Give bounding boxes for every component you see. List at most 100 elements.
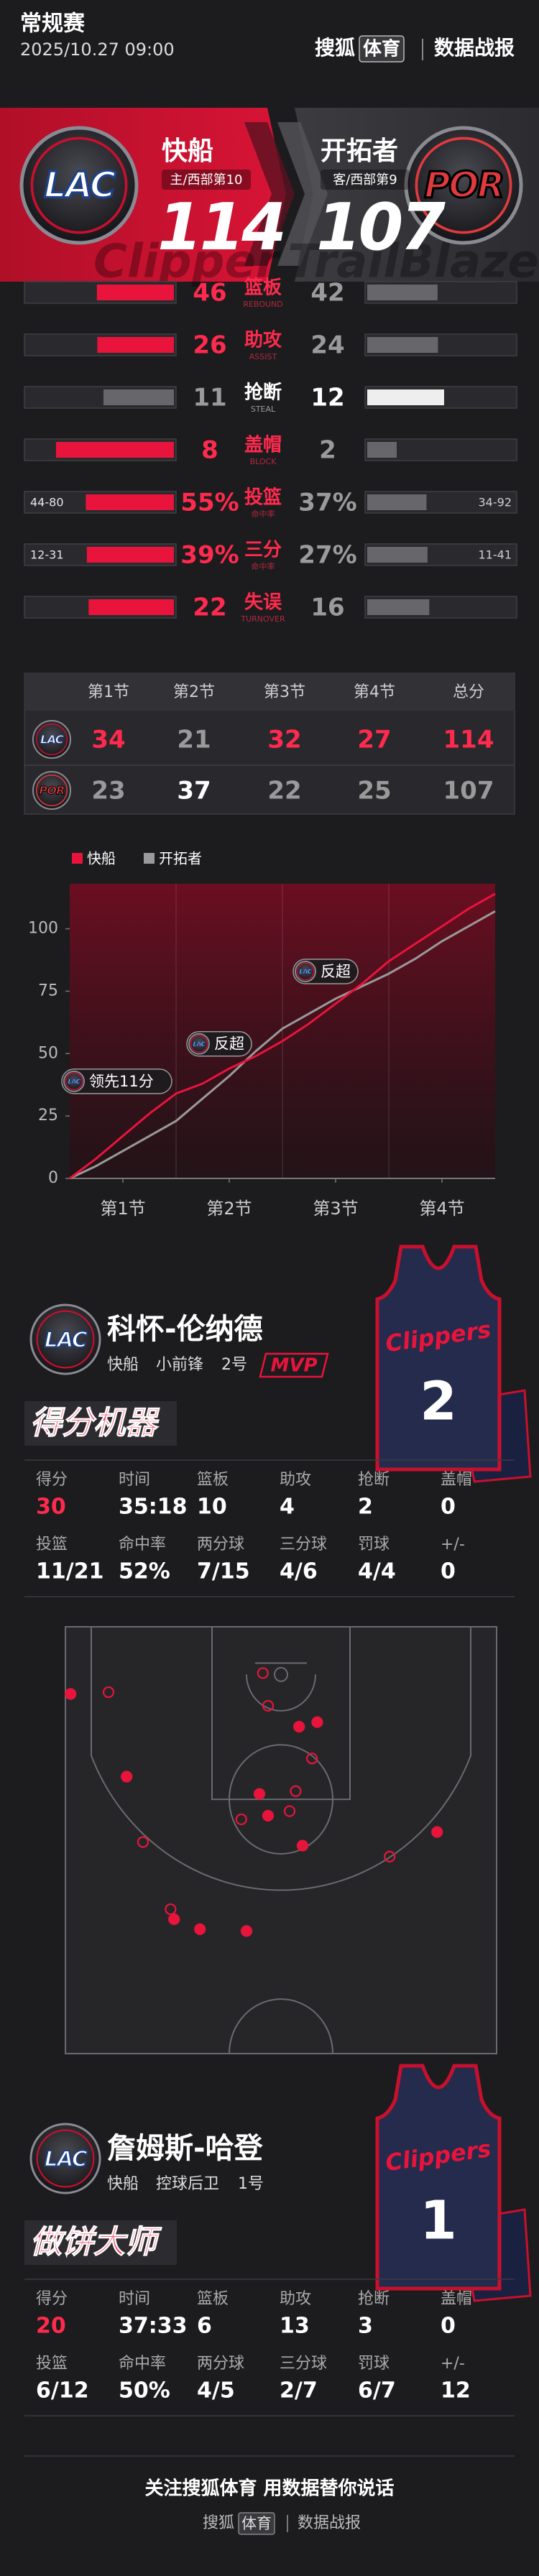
stat-value: 12 [310, 384, 344, 412]
jersey-number: 2 [420, 1371, 457, 1433]
stat-value: 16 [310, 594, 344, 622]
stat-bar [367, 337, 438, 353]
jersey-number: 1 [420, 2190, 457, 2252]
shot-made [121, 1771, 133, 1783]
x-tick-label: 第4节 [419, 1199, 464, 1219]
stat-label: 时间 [119, 1471, 150, 1489]
quarter-score: 23 [91, 777, 125, 805]
player-number: 2号 [221, 1356, 247, 1374]
shot-made [168, 1913, 180, 1926]
team-logo-text: LAC [40, 733, 64, 747]
stat-value: 30 [36, 1495, 66, 1520]
team-logo-ring [35, 774, 68, 807]
stat-value: 6/12 [36, 2378, 89, 2404]
quarter-score: 34 [91, 726, 125, 754]
stat-label: 盖帽 [441, 2290, 472, 2308]
y-tick-label: 75 [38, 982, 58, 1000]
team-logo-ring [415, 137, 512, 234]
stat-label: 得分 [36, 2290, 68, 2308]
team-logo [32, 720, 71, 759]
stat-label: 两分球 [197, 2355, 244, 2373]
stat-value: 24 [310, 331, 344, 360]
stat-made: 11-41 [479, 548, 512, 562]
player-number: 1号 [238, 2175, 264, 2193]
stat-value: 52% [119, 1559, 170, 1584]
stat-made: 44-80 [30, 496, 64, 509]
stat-bar [367, 494, 427, 510]
team-name: 快船 [162, 137, 213, 166]
quarter-score: 114 [443, 726, 494, 754]
brand-tag: 体育 [363, 38, 400, 60]
stat-label: 三分 [244, 540, 282, 561]
shot-made [253, 1788, 266, 1800]
annotation: 反超 [321, 963, 351, 980]
team-logo [19, 126, 139, 245]
stat-value: 3 [358, 2314, 373, 2339]
stat-bar [97, 337, 174, 353]
stat-value: 42 [310, 279, 344, 308]
stat-sub: REBOUND [243, 300, 282, 309]
stat-label: 抢断 [358, 1471, 390, 1489]
stat-value: 2 [358, 1495, 373, 1520]
stat-label: +/- [441, 1536, 465, 1554]
y-tick-label: 0 [48, 1169, 58, 1187]
shot-made [194, 1923, 206, 1935]
report-title: 数据战报 [434, 36, 515, 60]
center-circle [229, 1998, 333, 2054]
team-seed: 客/西部第9 [333, 172, 397, 188]
stat-label: 三分球 [280, 2355, 327, 2373]
watermark: Clipper [93, 236, 281, 289]
rim [274, 1666, 288, 1682]
stat-sub: STEAL [251, 405, 276, 414]
shot-missed [257, 1667, 269, 1679]
stat-label: 失误 [244, 592, 282, 614]
stat-value: 37:33 [119, 2314, 188, 2339]
series-line [69, 892, 496, 1180]
free-throw-circle [229, 1744, 333, 1855]
team-logo-text: LAC [68, 1079, 80, 1086]
stat-bar [367, 285, 438, 300]
stat-made: 12-31 [30, 548, 64, 562]
stat-value: 0 [441, 1495, 456, 1520]
shot-made [240, 1925, 253, 1937]
shot-made [311, 1716, 323, 1728]
team-logo-text: LAC [45, 1327, 88, 1352]
stat-label: 抢断 [244, 382, 282, 404]
stat-label: 罚球 [358, 1536, 390, 1554]
stat-value: 2 [319, 436, 336, 465]
stat-value: 50% [119, 2378, 170, 2404]
shot-made [65, 1688, 77, 1700]
stat-value: 11 [193, 384, 226, 412]
stat-made: 34-92 [479, 496, 512, 509]
team-logo [29, 1303, 101, 1375]
legend-label: 快船 [87, 850, 116, 867]
shot-missed [290, 1785, 302, 1797]
stat-value: 39% [180, 541, 239, 570]
jersey [375, 2064, 502, 2291]
badge-box [259, 1352, 329, 1378]
stat-label: 助攻 [280, 2290, 311, 2308]
datetime: 2025/10.27 09:00 [20, 40, 175, 60]
stat-value: 13 [280, 2314, 310, 2339]
y-tick-label: 100 [28, 920, 58, 938]
y-tick-label: 50 [38, 1044, 58, 1062]
stat-value: 10 [197, 1495, 227, 1520]
stat-label: +/- [441, 2355, 465, 2373]
shot-missed [384, 1850, 396, 1862]
y-tick-label: 25 [38, 1107, 58, 1125]
stat-value: 55% [180, 489, 239, 517]
stat-label: 命中率 [119, 1536, 166, 1554]
seed-pill [321, 170, 410, 190]
quarter-score: 32 [267, 726, 301, 754]
team-logo-ring [65, 1072, 83, 1091]
player-team: 快船 [107, 1356, 139, 1374]
stat-label: 投篮 [244, 486, 282, 509]
shot-missed [262, 1699, 275, 1712]
team-score: 107 [316, 190, 446, 265]
shot-missed [306, 1753, 318, 1765]
quarter-score: 27 [357, 726, 391, 754]
stat-value: 6/7 [358, 2378, 396, 2404]
stat-label: 罚球 [358, 2355, 390, 2373]
watermark: TrailBlazer [287, 236, 539, 289]
stat-label: 盖帽 [244, 434, 282, 456]
